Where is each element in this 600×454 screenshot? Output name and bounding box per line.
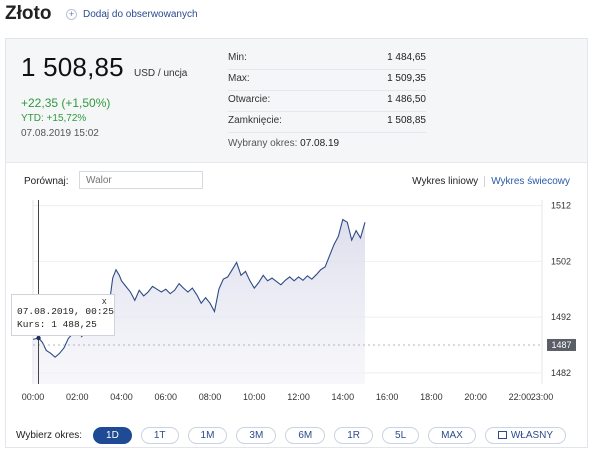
period-button-max[interactable]: MAX bbox=[428, 427, 476, 444]
price-change: +22,35 (+1,50%) bbox=[21, 96, 111, 110]
stats-table: Min: 1 484,65 Max: 1 509,35 Otwarcie: 1 … bbox=[228, 49, 426, 133]
price-area bbox=[33, 219, 365, 384]
stat-row-open: Otwarcie: 1 486,50 bbox=[228, 91, 426, 112]
compare-input[interactable] bbox=[79, 171, 203, 189]
period-button-1r[interactable]: 1R bbox=[334, 427, 374, 444]
x-tick-label: 14:00 bbox=[332, 392, 355, 402]
stat-label: Zamknięcie: bbox=[228, 115, 282, 126]
y-tick-label: 1482 bbox=[551, 368, 571, 378]
compare-label: Porównaj: bbox=[24, 176, 69, 187]
reference-badge bbox=[547, 338, 576, 351]
custom-period-label: WŁASNY bbox=[510, 430, 554, 441]
selected-period: Wybrany okres: 07.08.19 bbox=[228, 138, 339, 149]
price-unit: USD / uncja bbox=[134, 68, 188, 79]
stat-value: 1 484,65 bbox=[387, 52, 426, 63]
period-button-1d[interactable]: 1D bbox=[93, 427, 132, 444]
selected-period-label: Wybrany okres: bbox=[228, 138, 298, 149]
period-selector-label: Wybierz okres: bbox=[16, 430, 83, 441]
quote-card: 1 508,85 USD / uncja +22,35 (+1,50%) YTD… bbox=[5, 38, 588, 448]
ytd-change: YTD: +15,72% bbox=[21, 113, 87, 124]
stat-row-min: Min: 1 484,65 bbox=[228, 49, 426, 70]
stat-value: 1 486,50 bbox=[387, 94, 426, 105]
stat-row-close: Zamknięcie: 1 508,85 bbox=[228, 112, 426, 133]
page-title: Złoto bbox=[5, 3, 52, 24]
x-tick-label: 16:00 bbox=[376, 392, 399, 402]
x-tick-label: 22:00 bbox=[509, 392, 532, 402]
period-button-1t[interactable]: 1T bbox=[140, 427, 179, 444]
y-tick-label: 1502 bbox=[551, 256, 571, 266]
add-to-watchlist-button[interactable]: + Dodaj do obserwowanych bbox=[66, 9, 198, 20]
stat-label: Min: bbox=[228, 52, 247, 63]
line-chart-tab[interactable]: Wykres liniowy bbox=[412, 176, 486, 187]
stat-label: Max: bbox=[228, 73, 250, 84]
crosshair-point bbox=[36, 335, 41, 341]
chart-type-switch: Wykres liniowy Wykres świecowy bbox=[412, 176, 570, 187]
reference-label: 1487 bbox=[551, 340, 571, 350]
quote-summary: 1 508,85 USD / uncja +22,35 (+1,50%) YTD… bbox=[6, 39, 587, 163]
x-tick-label: 12:00 bbox=[287, 392, 310, 402]
period-button-5l[interactable]: 5L bbox=[382, 427, 420, 444]
x-tick-label: 00:00 bbox=[22, 392, 45, 402]
x-tick-label: 20:00 bbox=[464, 392, 487, 402]
period-selector: Wybierz okres: 1D 1T 1M 3M 6M 1R 5L MAX … bbox=[16, 427, 575, 444]
x-tick-label: 02:00 bbox=[66, 392, 89, 402]
candle-chart-tab[interactable]: Wykres świecowy bbox=[491, 176, 570, 187]
x-tick-label: 06:00 bbox=[155, 392, 178, 402]
selected-period-value: 07.08.19 bbox=[300, 138, 340, 149]
period-button-3m[interactable]: 3M bbox=[236, 427, 277, 444]
add-to-watchlist-label: Dodaj do obserwowanych bbox=[83, 9, 198, 20]
x-tick-label: 10:00 bbox=[243, 392, 266, 402]
stat-label: Otwarcie: bbox=[228, 94, 271, 105]
tooltip-close-button[interactable]: x bbox=[102, 296, 107, 306]
x-tick-label: 08:00 bbox=[199, 392, 222, 402]
y-tick-label: 1512 bbox=[551, 201, 571, 211]
quote-datetime: 07.08.2019 15:02 bbox=[21, 128, 99, 139]
stat-value: 1 508,85 bbox=[387, 115, 426, 126]
calendar-icon bbox=[497, 431, 507, 439]
custom-period-button[interactable]: WŁASNY bbox=[484, 427, 567, 444]
x-tick-label: 23:00 bbox=[531, 392, 554, 402]
period-button-6m[interactable]: 6M bbox=[285, 427, 326, 444]
tooltip-value: Kurs: 1 488,25 bbox=[17, 319, 97, 330]
tooltip-date: 07.08.2019, 00:25 bbox=[17, 306, 114, 317]
period-button-1m[interactable]: 1M bbox=[187, 427, 228, 444]
x-tick-label: 04:00 bbox=[110, 392, 133, 402]
x-tick-label: 18:00 bbox=[420, 392, 443, 402]
chart-tooltip: x 07.08.2019, 00:25 Kurs: 1 488,25 bbox=[11, 294, 115, 336]
stat-value: 1 509,35 bbox=[387, 73, 426, 84]
stat-row-max: Max: 1 509,35 bbox=[228, 70, 426, 91]
y-tick-label: 1492 bbox=[551, 312, 571, 322]
plus-icon: + bbox=[66, 9, 77, 20]
current-price: 1 508,85 bbox=[21, 52, 124, 82]
